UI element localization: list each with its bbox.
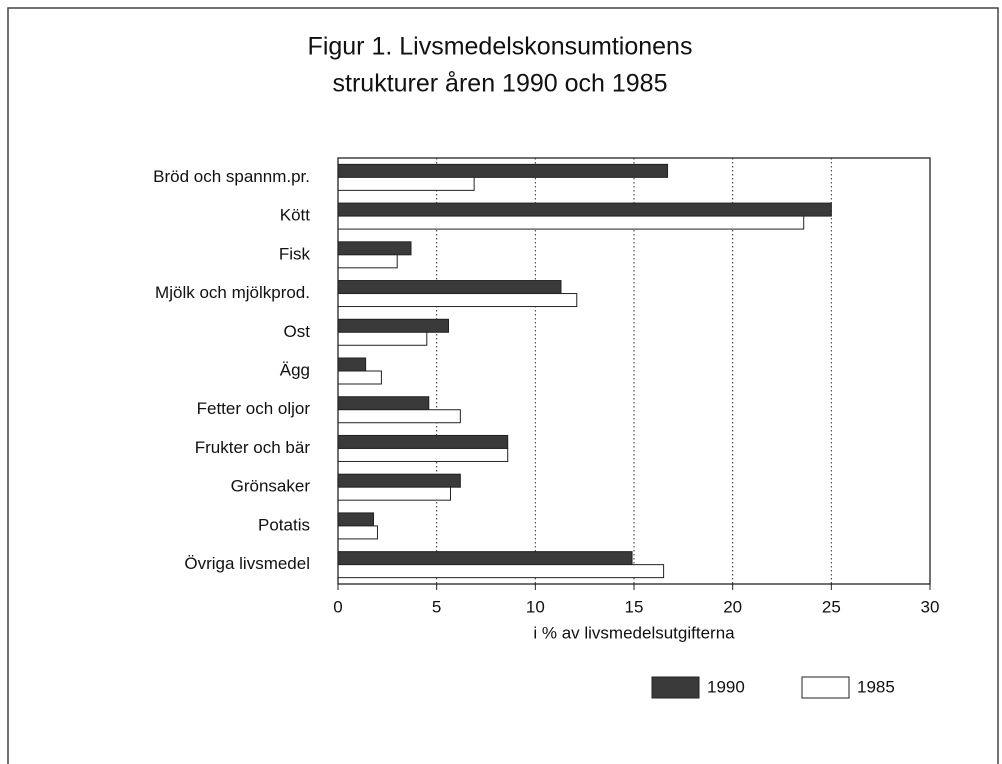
chart-title: Figur 1. Livsmedelskonsumtionens (308, 33, 693, 61)
y-tick-label: Ägg (280, 360, 310, 379)
x-tick-label: 25 (822, 597, 841, 616)
bar (337, 551, 633, 566)
legend-label: 1985 (857, 677, 895, 696)
x-tick-label: 20 (723, 597, 742, 616)
x-tick-label: 30 (921, 597, 940, 616)
bar (337, 409, 461, 424)
bar (337, 525, 378, 540)
bar (337, 293, 578, 308)
bar (337, 331, 428, 346)
bar (337, 564, 665, 579)
bar (337, 254, 398, 269)
x-tick-label: 5 (432, 597, 441, 616)
y-tick-label: Ost (284, 322, 311, 341)
y-tick-label: Fisk (279, 244, 311, 263)
bar (337, 280, 562, 295)
bar (337, 512, 375, 527)
legend-swatch (651, 676, 700, 699)
bar (337, 434, 509, 449)
bar (337, 241, 412, 256)
y-tick-label: Potatis (258, 515, 310, 534)
bar (337, 318, 450, 333)
x-tick-label: 10 (526, 597, 545, 616)
bar (337, 447, 509, 462)
y-tick-label: Bröd och spannm.pr. (153, 167, 310, 186)
frame (7, 7, 999, 764)
bar (337, 370, 382, 385)
bar (337, 357, 367, 372)
y-tick-label: Övriga livsmedel (184, 554, 310, 573)
chart-title: strukturer åren 1990 och 1985 (333, 70, 668, 98)
bar (337, 396, 430, 411)
bar (337, 215, 805, 230)
plot-frame (337, 157, 931, 585)
bar (337, 486, 451, 501)
x-tick-label: 15 (625, 597, 644, 616)
x-tick-label: 0 (333, 597, 342, 616)
bar (337, 473, 461, 488)
x-axis-label: i % av livsmedelsutgifterna (533, 623, 735, 642)
y-tick-label: Kött (280, 206, 311, 225)
bar (337, 202, 832, 217)
legend-swatch (801, 676, 850, 699)
bar (337, 163, 669, 178)
y-tick-label: Grönsaker (231, 477, 311, 496)
y-tick-label: Mjölk och mjölkprod. (155, 283, 310, 302)
y-tick-label: Fetter och oljor (197, 399, 311, 418)
legend-label: 1990 (707, 677, 745, 696)
bar (337, 176, 475, 191)
y-tick-label: Frukter och bär (195, 438, 311, 457)
